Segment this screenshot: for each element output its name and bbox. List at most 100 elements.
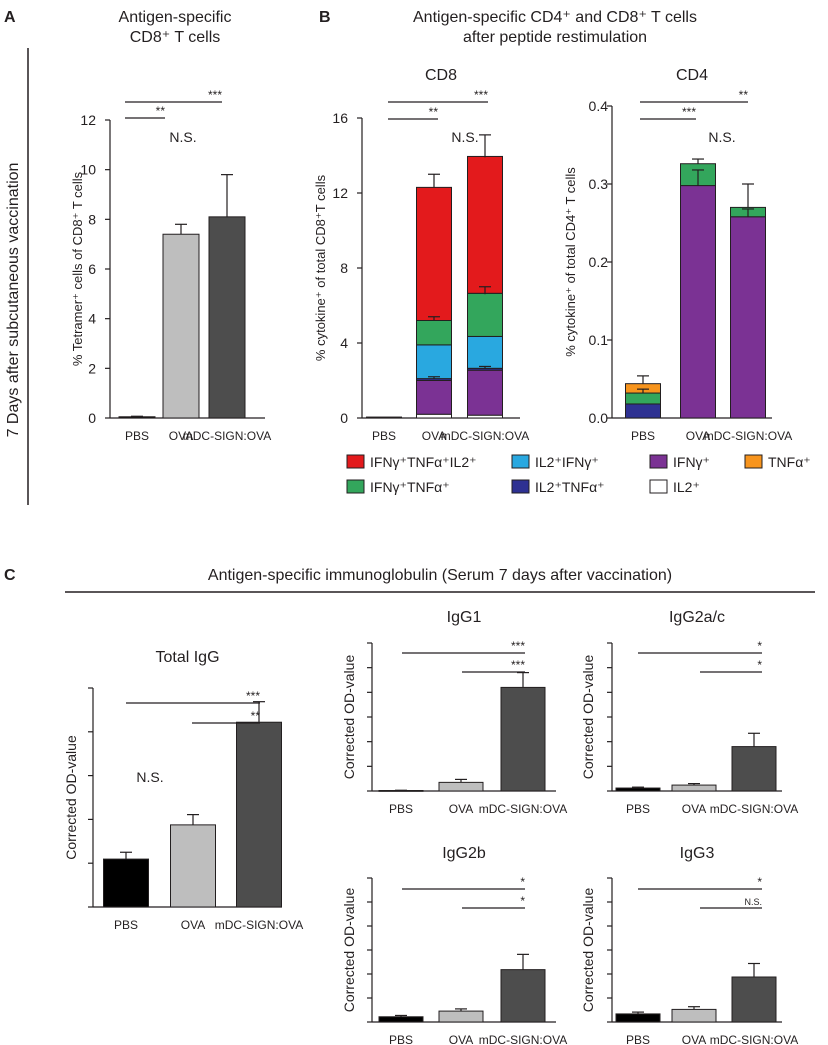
legend-swatch-6 [649, 479, 668, 494]
tetramer-category-label: PBS [125, 429, 149, 443]
legend-label-0: IFNγ⁺TNFα⁺IL2⁺ [370, 454, 477, 470]
cd4-title: CD4 [676, 67, 708, 84]
cd4-segment-2-0 [625, 392, 661, 405]
igg2b-bar-1 [438, 1010, 484, 1023]
igg2ac-significance-label: * [757, 658, 762, 672]
cd8-y-tick-label: 8 [340, 260, 348, 276]
cd8-segment-0-0 [366, 416, 402, 419]
legend-swatch-1 [511, 454, 530, 469]
panel-a-side-label: 7 Days after subcutaneous vaccination [5, 163, 22, 438]
chart-cd8: 0 4 8 12 16 % cytokine⁺ of total CD8⁺T cells C… [313, 67, 529, 443]
cd4-category-label: OVA [686, 429, 710, 443]
tetramer-bar-2 [208, 216, 246, 419]
tetramer-significance-label: *** [208, 88, 222, 102]
cd8-significance-label: *** [474, 88, 488, 102]
tetramer-bar-0 [118, 416, 156, 419]
panel-b-letter: B [319, 9, 331, 26]
cd4-segment-1-0 [625, 403, 661, 419]
igg2ac-title: IgG2a/c [669, 609, 725, 626]
tetramer-category-label: OVA [169, 429, 193, 443]
tetramer-y-tick-label: 10 [80, 162, 96, 178]
cd8-y-label: % cytokine⁺ of total CD8⁺T cells [313, 174, 328, 361]
chart-cd4: 0.0 0.1 0.2 0.3 0.4 % cytokine⁺ of total CD4⁺… [563, 67, 792, 443]
cd8-segment-4-2 [467, 292, 503, 337]
panel-a-title-line1: Antigen-specific [119, 9, 232, 26]
chart-igg2ac: Corrected OD-value IgG2a/c PBS OVA mDC-SIGN:… [580, 609, 798, 816]
cd4-y-tick-label: 0.3 [589, 176, 609, 192]
igg3-significance-label: * [757, 875, 762, 889]
cd4-significance-label: ** [739, 88, 749, 102]
cd4-segment-0-1 [680, 185, 716, 419]
total_igg-category-label: mDC-SIGN:OVA [215, 918, 303, 932]
cd4-y-label: % cytokine⁺ of total CD4⁺ T cells [563, 167, 578, 357]
tetramer-y-tick-label: 2 [88, 360, 96, 376]
igg2ac-bar-1 [671, 784, 717, 792]
cd4-segment-0-2 [730, 216, 766, 419]
igg1-title: IgG1 [447, 609, 482, 626]
igg1-significance-label: *** [511, 639, 525, 653]
igg2ac-category-label: OVA [682, 802, 706, 816]
cd4-category-label: mDC-SIGN:OVA [704, 429, 792, 443]
panel-b-title-line1: Antigen-specific CD4⁺ and CD8⁺ T cells [413, 9, 697, 26]
panel-c-letter: C [4, 567, 16, 584]
tetramer-bar-1 [162, 233, 200, 419]
panel-a-letter: A [4, 9, 16, 26]
chart-igg1: Corrected OD-value IgG1 PBS OVA mDC-SIGN:OVA… [341, 609, 567, 816]
cd8-title: CD8 [425, 67, 457, 84]
tetramer-y-tick-label: 0 [88, 410, 96, 426]
tetramer-y-tick-label: 4 [88, 311, 96, 327]
cd8-segment-5-1 [416, 186, 452, 321]
cd4-y-tick-label: 0.0 [589, 410, 609, 426]
charts-layer: 0 2 4 6 8 10 12 % Tetramer⁺ cells of CD8⁺ T cel… [63, 67, 798, 1045]
total_igg-category-label: PBS [114, 918, 138, 932]
cd8-segment-1-1 [416, 380, 452, 415]
igg3-significance-label: N.S. [744, 897, 762, 907]
cd8-segment-4-1 [416, 320, 452, 346]
igg3-y-label: Corrected OD-value [580, 888, 596, 1013]
cd8-significance-label: N.S. [451, 129, 478, 145]
legend-swatch-0 [346, 454, 365, 469]
legend-label-5: IL2⁺TNFα⁺ [535, 479, 605, 495]
cd4-significance-label: N.S. [708, 129, 735, 145]
panel-a-title-line2: CD8⁺ T cells [130, 29, 221, 46]
igg3-category-label: PBS [626, 1033, 650, 1045]
cd8-category-label: mDC-SIGN:OVA [441, 429, 529, 443]
igg1-y-label: Corrected OD-value [341, 655, 357, 780]
legend-label-4: IFNγ⁺TNFα⁺ [370, 479, 450, 495]
tetramer-y-label: % Tetramer⁺ cells of CD8⁺ T cells [70, 171, 85, 366]
igg2b-y-label: Corrected OD-value [341, 888, 357, 1013]
total_igg-bar-1 [170, 824, 216, 908]
igg3-category-label: OVA [682, 1033, 706, 1045]
legend-swatch-5 [511, 479, 530, 494]
igg1-bar-1 [438, 781, 484, 792]
total_igg-bar-0 [103, 858, 149, 908]
total_igg-significance-label: ** [251, 709, 261, 723]
panel-c-title: Antigen-specific immunoglobulin (Serum 7… [208, 567, 672, 584]
tetramer-y-tick-label: 6 [88, 261, 96, 277]
igg2b-category-label: OVA [449, 1033, 473, 1045]
legend-label-1: IL2⁺IFNγ⁺ [535, 454, 599, 470]
igg1-bar-2 [500, 686, 546, 792]
igg2ac-category-label: PBS [626, 802, 650, 816]
panel-b-title-line2: after peptide restimulation [463, 29, 647, 46]
igg2b-bar-0 [378, 1016, 424, 1023]
legend-label-2: IFNγ⁺ [673, 454, 710, 470]
igg1-category-label: PBS [389, 802, 413, 816]
chart-tetramer: 0 2 4 6 8 10 12 % Tetramer⁺ cells of CD8⁺ T cel… [70, 88, 271, 443]
igg2b-category-label: PBS [389, 1033, 413, 1045]
igg3-bar-2 [731, 976, 777, 1023]
igg2b-category-label: mDC-SIGN:OVA [479, 1033, 567, 1045]
igg2b-significance-label: * [520, 894, 525, 908]
cd8-significance-label: ** [429, 105, 439, 119]
legend-label-3: TNFα⁺ [768, 454, 811, 470]
cd4-significance-label: *** [682, 105, 696, 119]
igg1-bar-0 [378, 790, 424, 792]
total_igg-y-label: Corrected OD-value [63, 735, 79, 860]
igg2ac-y-label: Corrected OD-value [580, 655, 596, 780]
cd4-y-tick-label: 0.4 [589, 98, 609, 114]
total_igg-significance-label: N.S. [136, 769, 163, 785]
cd8-y-tick-label: 12 [332, 185, 348, 201]
cytokine-legend: IFNγ⁺TNFα⁺IL2⁺ IL2⁺IFNγ⁺ IFNγ⁺ TNFα⁺IFNγ⁺TN… [346, 454, 811, 495]
cd8-segment-3-2 [467, 335, 503, 369]
tetramer-y-tick-label: 12 [80, 112, 96, 128]
